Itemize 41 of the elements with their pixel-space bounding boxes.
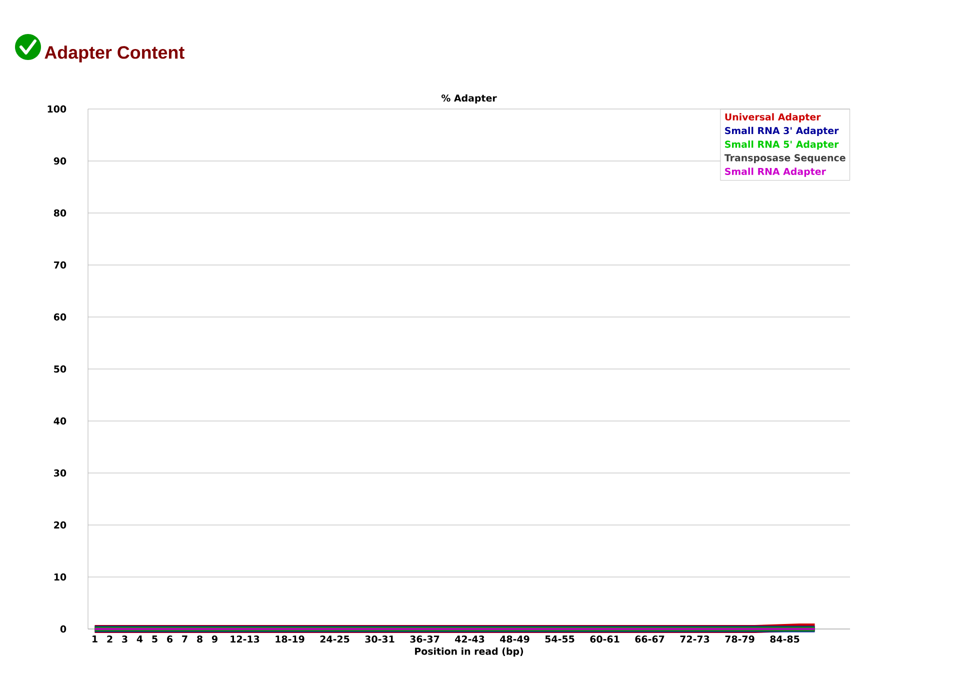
x-tick-label: 2 — [107, 636, 112, 643]
text: Small RNA Adapter — [725, 168, 826, 177]
x-tick-label: 3 — [122, 636, 128, 643]
text: Universal Adapter — [725, 113, 821, 122]
x-tick-label: 30-31 — [365, 636, 394, 643]
y-tick-label: 100 — [48, 105, 66, 113]
x-tick-label: 1 — [92, 636, 98, 642]
x-tick-label: 72-73 — [680, 636, 710, 643]
y-tick-label: 60 — [54, 313, 66, 321]
x-tick-label: 48-49 — [500, 636, 530, 643]
x-tick-label: 4 — [136, 636, 143, 642]
x-tick-label: 60-61 — [590, 636, 620, 643]
x-tick-label: 12-13 — [230, 636, 260, 643]
y-tick-label: 80 — [54, 209, 66, 217]
y-tick-label: 70 — [54, 261, 66, 269]
x-tick-label: 42-43 — [455, 636, 484, 643]
x-tick-label: 18-19 — [276, 636, 304, 643]
x-tick-label: 78-79 — [725, 636, 754, 643]
y-tick-label: 30 — [54, 469, 66, 477]
y-tick-label: 90 — [54, 157, 66, 165]
text: Transposase Sequence — [724, 154, 846, 164]
x-tick-label: 8 — [197, 636, 202, 643]
x-tick-label: 7 — [182, 636, 188, 642]
y-tick-label: 40 — [54, 417, 66, 425]
x-tick-label: 54-55 — [545, 636, 574, 643]
x-axis-title: Position in read (bp) — [415, 648, 524, 657]
text: Small RNA 5' Adapter — [725, 140, 839, 150]
x-tick-label: 5 — [152, 636, 158, 643]
x-tick-label: 9 — [212, 636, 218, 643]
x-tick-label: 84-85 — [770, 636, 800, 643]
y-tick-label: 10 — [54, 573, 66, 581]
x-tick-label: 36-37 — [410, 636, 440, 643]
chart-title: Adapter Content — [44, 46, 184, 62]
y-tick-label: 0 — [60, 625, 66, 633]
x-tick-label: 24-25 — [320, 636, 350, 643]
text: Small RNA 3' Adapter — [725, 126, 839, 136]
x-tick-label: 6 — [167, 636, 173, 643]
y-tick-label: 20 — [54, 521, 66, 529]
y-tick-label: 50 — [54, 365, 66, 373]
chart-subtitle: % Adapter — [441, 94, 497, 104]
x-tick-label: 66-67 — [635, 636, 664, 643]
